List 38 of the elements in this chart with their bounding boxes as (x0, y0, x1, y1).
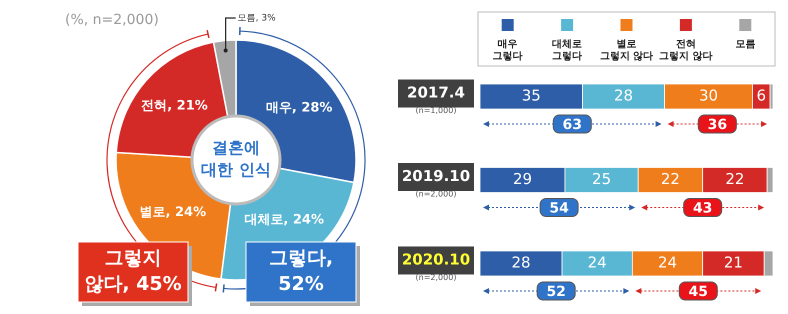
annotation: 36 (708, 116, 728, 133)
data-label: 35 (522, 86, 541, 105)
slice-label: 매우, 28% (266, 100, 332, 116)
slice-label: 모름, 3% (238, 13, 276, 24)
data-label: 30 (698, 86, 718, 105)
data-label: 29 (512, 170, 532, 188)
text: 그렇지 않다, 45% (84, 247, 182, 296)
data-label: 24 (658, 254, 678, 272)
annotation: 43 (692, 200, 712, 216)
legend-label: 대체로 그렇다 (552, 38, 582, 62)
data-label: 22 (725, 170, 744, 188)
legend-label: 모름 (735, 38, 756, 50)
data-label: 24 (588, 254, 607, 272)
slice-label: 대체로, 24% (244, 212, 324, 228)
data-label: 25 (592, 170, 612, 188)
data-label: 22 (660, 170, 680, 188)
data-label: 6 (756, 86, 766, 105)
text: (n=2,000) (416, 190, 456, 199)
slice-label: 별로, 24% (140, 204, 206, 220)
text: (n=2,000) (416, 273, 456, 282)
slice-label: 전혀, 21% (141, 98, 208, 114)
annotation: 45 (688, 284, 708, 300)
data-label: 28 (511, 254, 531, 272)
annotation: 63 (562, 116, 582, 133)
legend-label: 별로 그렇지 않다 (600, 38, 654, 62)
text: (%, n=2,000) (65, 12, 159, 28)
data-label: 21 (724, 254, 743, 272)
annotation: 52 (546, 284, 566, 300)
y-tick-label: 2017.4 (407, 84, 465, 102)
data-label: 28 (614, 86, 634, 105)
text: 그렇다, 52% (268, 247, 334, 296)
text: (n=1,000) (416, 106, 456, 116)
legend-label: 매우 그렇다 (492, 38, 523, 62)
annotation: 54 (549, 200, 570, 216)
legend-label: 전혀 그렇지 않다 (659, 38, 713, 62)
y-tick-label: 2020.10 (402, 250, 470, 269)
y-tick-label: 2019.10 (402, 167, 470, 186)
text: 결혼에 대한 인식 (201, 138, 271, 180)
